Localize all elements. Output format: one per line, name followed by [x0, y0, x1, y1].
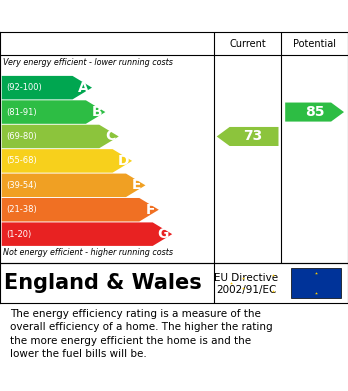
- Text: 73: 73: [243, 129, 262, 143]
- Text: G: G: [158, 227, 169, 241]
- Text: England & Wales: England & Wales: [4, 273, 201, 293]
- Text: C: C: [105, 129, 115, 143]
- Text: (21-38): (21-38): [6, 205, 37, 214]
- Polygon shape: [2, 198, 159, 221]
- Polygon shape: [2, 125, 119, 148]
- Polygon shape: [2, 222, 172, 246]
- Text: (69-80): (69-80): [6, 132, 37, 141]
- Text: A: A: [78, 81, 89, 95]
- Bar: [291, 268, 341, 298]
- Text: Energy Efficiency Rating: Energy Efficiency Rating: [10, 9, 220, 23]
- Text: Very energy efficient - lower running costs: Very energy efficient - lower running co…: [3, 58, 173, 67]
- Polygon shape: [285, 102, 344, 122]
- Polygon shape: [217, 127, 278, 146]
- Text: The energy efficiency rating is a measure of the
overall efficiency of a home. T: The energy efficiency rating is a measur…: [10, 309, 273, 359]
- Polygon shape: [2, 174, 145, 197]
- Text: D: D: [118, 154, 129, 168]
- Text: Current: Current: [229, 39, 266, 48]
- Text: B: B: [91, 105, 102, 119]
- Text: (39-54): (39-54): [6, 181, 37, 190]
- Polygon shape: [2, 100, 105, 124]
- Text: (1-20): (1-20): [6, 230, 31, 239]
- Text: E: E: [132, 178, 141, 192]
- Text: F: F: [145, 203, 155, 217]
- Polygon shape: [2, 76, 92, 99]
- Text: (81-91): (81-91): [6, 108, 37, 117]
- Text: Potential: Potential: [293, 39, 336, 48]
- Text: 2002/91/EC: 2002/91/EC: [216, 285, 276, 295]
- Text: 85: 85: [305, 105, 324, 119]
- Text: Not energy efficient - higher running costs: Not energy efficient - higher running co…: [3, 248, 174, 257]
- Text: (92-100): (92-100): [6, 83, 42, 92]
- Text: (55-68): (55-68): [6, 156, 37, 165]
- Polygon shape: [2, 149, 132, 173]
- Text: EU Directive: EU Directive: [214, 273, 278, 283]
